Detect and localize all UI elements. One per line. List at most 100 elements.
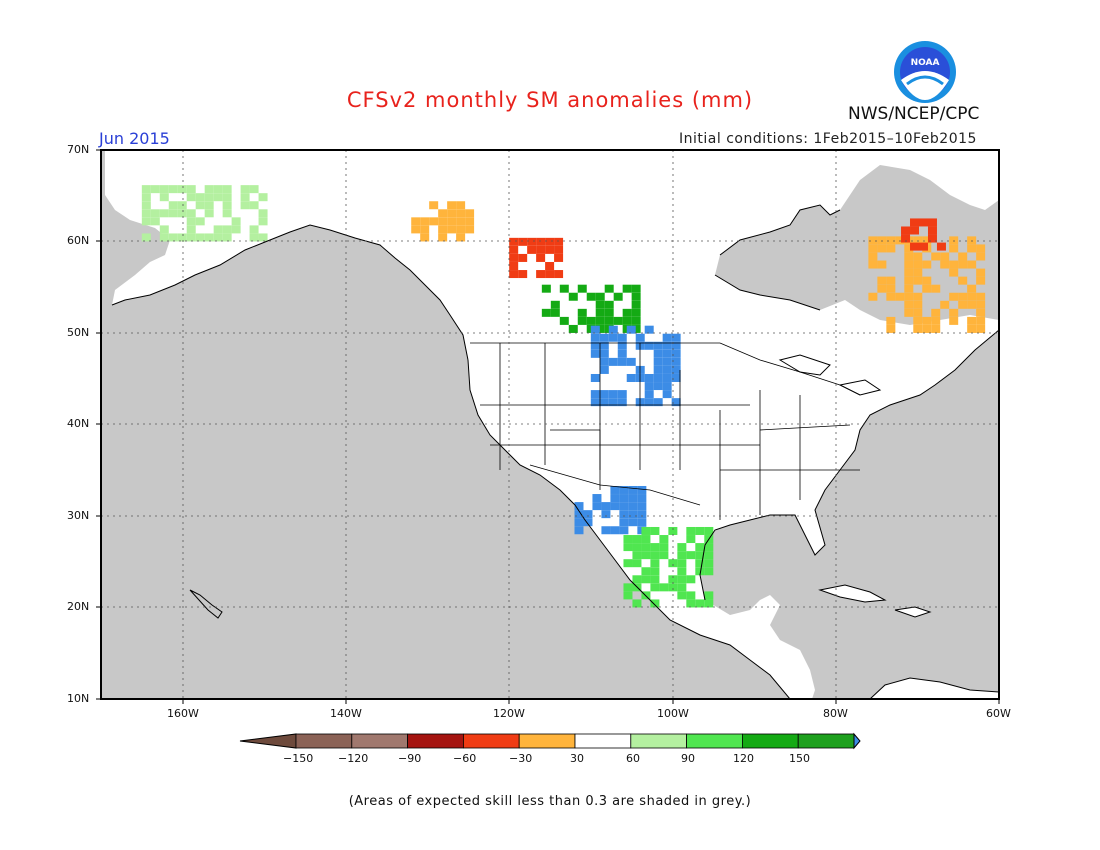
anomaly-cell-mexico-green [632, 543, 642, 552]
anomaly-cell-mexico-green [695, 567, 705, 576]
anomaly-cell-alaska-west [186, 193, 196, 202]
north-america-land [105, 150, 999, 699]
anomaly-cell-canada-green [577, 284, 587, 293]
anomaly-cell-texas-blue [637, 510, 647, 519]
anomaly-cell-bc-red [545, 270, 555, 279]
anomaly-cell-quebec-orange [877, 260, 887, 269]
anomaly-cell-quebec-orange [904, 300, 914, 309]
anomaly-cell-quebec-orange [958, 252, 968, 261]
anomaly-cell-quebec-orange [904, 268, 914, 277]
anomaly-cell-quebec-orange [976, 324, 986, 333]
anomaly-cell-plains-blue [662, 341, 672, 350]
anomaly-cell-mexico-green [677, 543, 687, 552]
anomaly-cell-texas-blue [619, 502, 629, 511]
anomaly-cell-plains-blue [662, 357, 672, 366]
anomaly-cell-plains-blue [671, 333, 681, 342]
anomaly-cell-quebec-orange [904, 244, 914, 253]
anomaly-cell-mexico-green [650, 526, 660, 535]
anomaly-cell-alaska-west [177, 209, 187, 218]
anomaly-cell-mexico-green [704, 591, 714, 600]
state-borders [470, 342, 861, 520]
anomaly-cell-plains-blue [662, 349, 672, 358]
anomaly-cell-plains-blue [599, 398, 609, 407]
anomaly-cell-mexico-green [686, 551, 696, 560]
anomaly-cell-plains-blue [617, 357, 627, 366]
anomaly-cell-quebec-orange [976, 292, 986, 301]
lon-label-60w: 60W [986, 707, 1011, 720]
colorbar-label-m60: −60 [453, 752, 477, 765]
anomaly-cell-quebec-orange [967, 236, 977, 245]
anomaly-cell-alaska-west [141, 209, 151, 218]
anomaly-cell-plains-blue [617, 390, 627, 399]
anomaly-cell-plains-blue [608, 357, 618, 366]
anomaly-cell-quebec-orange [949, 308, 959, 317]
anomaly-cell-quebec-orange [976, 316, 986, 325]
anomaly-cell-canada-green [595, 292, 605, 301]
colorbar-label-m30: −30 [509, 752, 533, 765]
anomaly-cell-canada-green [568, 324, 578, 333]
anomaly-cell-bc-red [554, 253, 564, 262]
anomaly-cell-quebec-red [918, 242, 928, 251]
anomaly-cell-texas-blue [637, 494, 647, 503]
anomaly-cell-plains-blue [644, 390, 654, 399]
anomaly-cell-alaska-west [159, 225, 169, 234]
anomaly-cell-canada-green [595, 300, 605, 309]
anomaly-cell-yukon-orange [465, 225, 475, 234]
anomaly-cell-plains-blue [617, 349, 627, 358]
anomaly-cell-quebec-orange [976, 244, 986, 253]
map-title: CFSv2 monthly SM anomalies (mm) [346, 88, 754, 112]
anomaly-cell-bc-red [536, 237, 546, 246]
graticule [101, 150, 999, 699]
lat-label-50n: 50N [67, 326, 90, 339]
noaa-logo-icon: NOAA [894, 41, 956, 103]
anomaly-cell-yukon-orange [456, 233, 466, 242]
anomaly-cell-bc-red [509, 261, 519, 270]
anomaly-cell-quebec-orange [868, 236, 878, 245]
anomaly-cell-plains-blue [617, 333, 627, 342]
anomaly-cell-mexico-green [668, 575, 678, 584]
anomaly-cell-plains-blue [626, 357, 636, 366]
anomaly-cell-quebec-orange [976, 276, 986, 285]
anomaly-cell-canada-green [550, 300, 560, 309]
anomaly-cell-alaska-west [258, 217, 268, 226]
anomaly-cell-mexico-green [695, 526, 705, 535]
anomaly-cell-quebec-red [927, 218, 937, 227]
anomaly-cell-mexico-green [623, 591, 633, 600]
anomaly-cell-mexico-green [641, 535, 651, 544]
anomaly-cell-quebec-orange [976, 252, 986, 261]
anomaly-cell-plains-blue [653, 357, 663, 366]
anomaly-cell-plains-blue [671, 349, 681, 358]
anomaly-cell-bc-red [509, 270, 519, 279]
anomaly-cell-quebec-orange [904, 292, 914, 301]
anomaly-cell-quebec-orange [967, 244, 977, 253]
anomaly-cell-mexico-green [623, 559, 633, 568]
anomaly-cell-quebec-orange [922, 260, 932, 269]
anomaly-cell-plains-blue [590, 325, 600, 334]
anomaly-cell-plains-blue [599, 390, 609, 399]
axis-ticks [96, 149, 1000, 704]
anomaly-cell-plains-blue [653, 341, 663, 350]
anomaly-cell-plains-blue [608, 333, 618, 342]
anomaly-cell-texas-blue [619, 494, 629, 503]
anomaly-cell-mexico-green [632, 599, 642, 608]
anomaly-cell-quebec-orange [967, 260, 977, 269]
anomaly-cell-quebec-orange [886, 244, 896, 253]
anomaly-cell-mexico-green [632, 551, 642, 560]
forecast-month: Jun 2015 [99, 129, 170, 148]
anomaly-cell-mexico-green [650, 567, 660, 576]
anomaly-cell-plains-blue [644, 398, 654, 407]
anomaly-cell-yukon-orange [438, 209, 448, 218]
anomaly-cell-canada-green [568, 292, 578, 301]
anomaly-cell-texas-blue [592, 494, 602, 503]
anomaly-cell-alaska-west [204, 201, 214, 210]
anomaly-cell-alaska-west [186, 209, 196, 218]
agency-label: NWS/NCEP/CPC [848, 104, 980, 124]
anomaly-cell-canada-green [631, 308, 641, 317]
colorbar-label-150: 150 [789, 752, 810, 765]
anomaly-cell-quebec-orange [868, 244, 878, 253]
anomaly-cell-quebec-orange [895, 292, 905, 301]
anomaly-cell-mexico-green [641, 543, 651, 552]
anomaly-cell-texas-blue [610, 526, 620, 535]
anomaly-cell-alaska-west [159, 233, 169, 242]
lon-label-120w: 120W [493, 707, 525, 720]
